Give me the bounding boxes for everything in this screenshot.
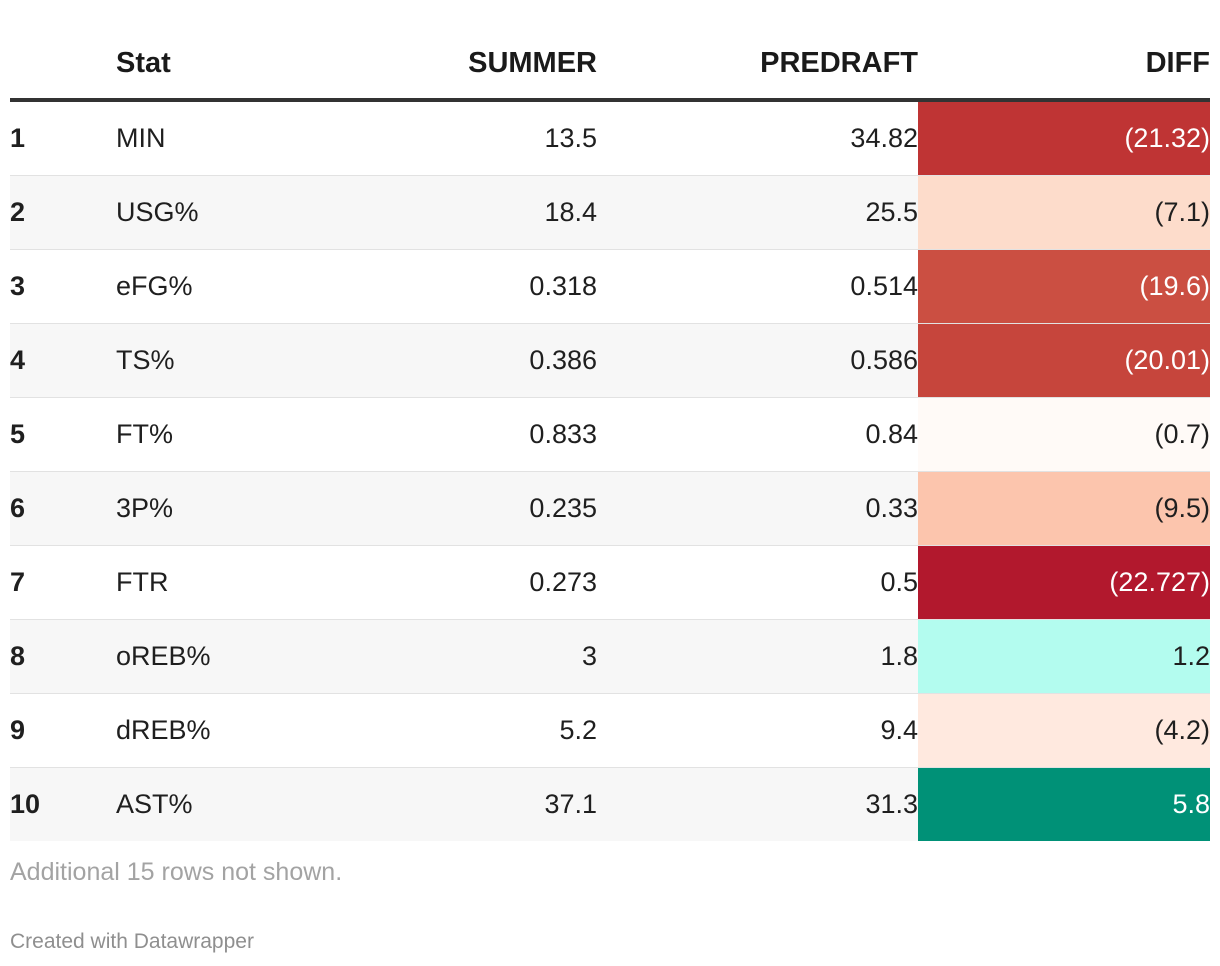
rank-cell: 8 xyxy=(10,619,116,694)
table-row: 3 eFG% 0.318 0.514 (19.6) xyxy=(10,249,1210,324)
table-row: 2 USG% 18.4 25.5 (7.1) xyxy=(10,175,1210,250)
column-header-rank xyxy=(10,28,116,102)
summer-cell: 18.4 xyxy=(276,175,597,250)
table-row: 4 TS% 0.386 0.586 (20.01) xyxy=(10,323,1210,398)
diff-cell: 1.2 xyxy=(918,619,1210,694)
diff-cell: 5.8 xyxy=(918,767,1210,841)
rank-cell: 1 xyxy=(10,100,116,176)
rank-cell: 5 xyxy=(10,397,116,472)
stat-cell: FT% xyxy=(116,397,276,472)
rows-not-shown-note: Additional 15 rows not shown. xyxy=(10,858,343,886)
summer-cell: 3 xyxy=(276,619,597,694)
stats-table: Stat SUMMER PREDRAFT DIFF 1 MIN 13.5 34.82(… xyxy=(10,28,1210,841)
stat-cell: oREB% xyxy=(116,619,276,694)
diff-cell: (7.1) xyxy=(918,175,1210,250)
diff-cell: (0.7) xyxy=(918,397,1210,472)
rank-cell: 9 xyxy=(10,693,116,768)
summer-cell: 37.1 xyxy=(276,767,597,841)
table-row: 6 3P% 0.235 0.33 (9.5) xyxy=(10,471,1210,546)
rank-cell: 3 xyxy=(10,249,116,324)
stat-cell: AST% xyxy=(116,767,276,841)
table-row: 10 AST% 37.1 31.3 5.8 xyxy=(10,767,1210,841)
table-row: 5 FT% 0.833 0.84 (0.7) xyxy=(10,397,1210,472)
column-header-stat[interactable]: Stat xyxy=(116,28,276,102)
table-header: Stat SUMMER PREDRAFT DIFF xyxy=(10,28,1210,102)
header-row: Stat SUMMER PREDRAFT DIFF xyxy=(10,28,1210,102)
stat-cell: USG% xyxy=(116,175,276,250)
column-header-diff[interactable]: DIFF xyxy=(918,28,1210,102)
diff-cell: (20.01) xyxy=(918,323,1210,398)
rank-cell: 6 xyxy=(10,471,116,546)
summer-cell: 0.273 xyxy=(276,545,597,620)
table-row: 8 oREB% 3 1.8 1.2 xyxy=(10,619,1210,694)
diff-cell: (9.5) xyxy=(918,471,1210,546)
predraft-cell: 0.586 xyxy=(597,323,918,398)
predraft-cell: 0.84 xyxy=(597,397,918,472)
rank-cell: 2 xyxy=(10,175,116,250)
table-row: 9 dREB% 5.2 9.4 (4.2) xyxy=(10,693,1210,768)
table-body: 1 MIN 13.5 34.82 (21.32) 2 USG% 18.4 25.5 (7.1) 3 e… xyxy=(10,100,1210,841)
summer-cell: 5.2 xyxy=(276,693,597,768)
stat-cell: 3P% xyxy=(116,471,276,546)
summer-cell: 0.318 xyxy=(276,249,597,324)
table-row: 7 FTR 0.273 0.5 (22.727) xyxy=(10,545,1210,620)
summer-cell: 0.833 xyxy=(276,397,597,472)
diff-cell: (4.2) xyxy=(918,693,1210,768)
summer-cell: 0.386 xyxy=(276,323,597,398)
predraft-cell: 0.5 xyxy=(597,545,918,620)
predraft-cell: 31.3 xyxy=(597,767,918,841)
column-header-summer[interactable]: SUMMER xyxy=(276,28,597,102)
table-row: 1 MIN 13.5 34.82 (21.32) xyxy=(10,100,1210,176)
predraft-cell: 9.4 xyxy=(597,693,918,768)
rank-cell: 4 xyxy=(10,323,116,398)
stat-cell: MIN xyxy=(116,100,276,176)
datawrapper-credit: Created with Datawrapper xyxy=(10,930,254,953)
predraft-cell: 34.82 xyxy=(597,100,918,176)
rank-cell: 10 xyxy=(10,767,116,841)
predraft-cell: 1.8 xyxy=(597,619,918,694)
column-header-predraft[interactable]: PREDRAFT xyxy=(597,28,918,102)
stat-cell: eFG% xyxy=(116,249,276,324)
predraft-cell: 25.5 xyxy=(597,175,918,250)
diff-cell: (21.32) xyxy=(918,100,1210,176)
stat-cell: FTR xyxy=(116,545,276,620)
summer-cell: 13.5 xyxy=(276,100,597,176)
stat-cell: TS% xyxy=(116,323,276,398)
diff-cell: (22.727) xyxy=(918,545,1210,620)
rank-cell: 7 xyxy=(10,545,116,620)
diff-cell: (19.6) xyxy=(918,249,1210,324)
summer-cell: 0.235 xyxy=(276,471,597,546)
predraft-cell: 0.33 xyxy=(597,471,918,546)
predraft-cell: 0.514 xyxy=(597,249,918,324)
stat-cell: dREB% xyxy=(116,693,276,768)
